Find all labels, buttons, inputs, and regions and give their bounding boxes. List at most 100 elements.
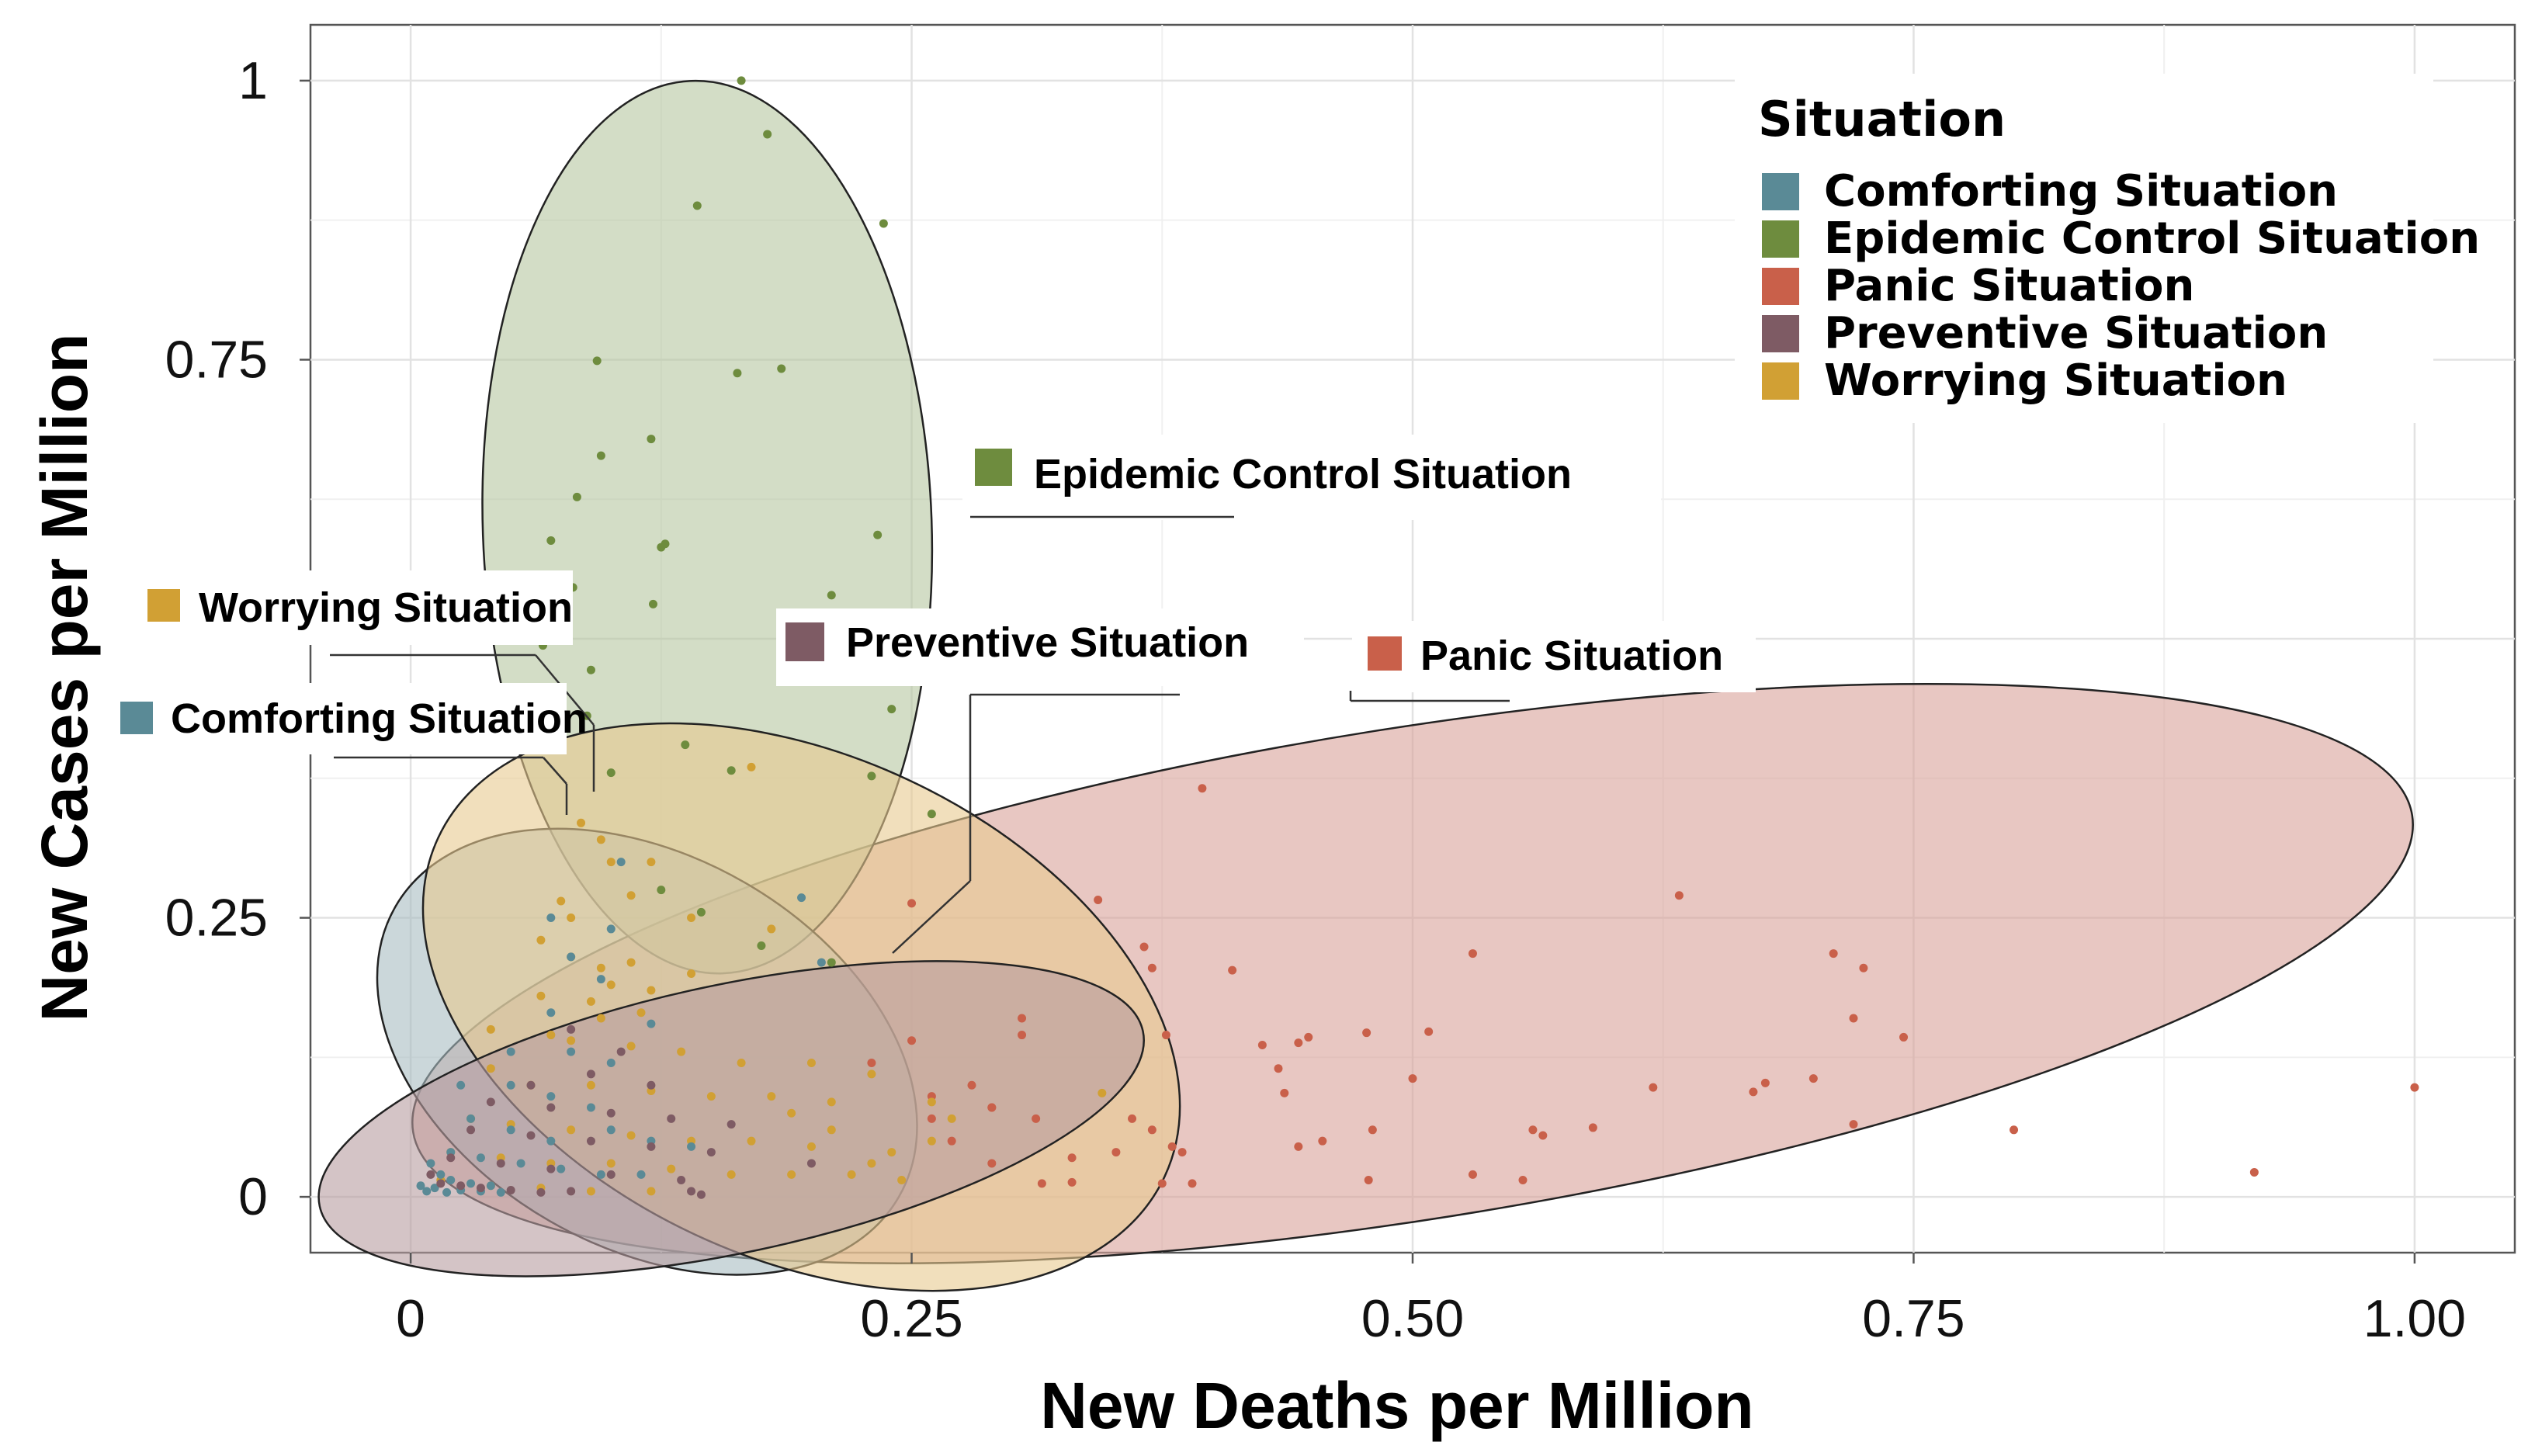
worrying-situation-point <box>606 980 616 990</box>
preventive-situation-point <box>526 1131 536 1140</box>
preventive-situation-point <box>456 1181 466 1191</box>
panic-situation-point <box>1274 1064 1283 1073</box>
comforting-situation-point <box>546 1092 556 1101</box>
panic-situation-point <box>1257 1040 1267 1049</box>
panic-situation-point <box>1468 949 1477 959</box>
comforting-situation-point <box>797 893 806 903</box>
panic-situation-point <box>1228 965 1237 975</box>
comforting-situation-point <box>466 1114 476 1123</box>
epidemic-control-situation-callout-label: Epidemic Control Situation <box>1034 451 1572 497</box>
preventive-situation-callout-swatch <box>785 622 824 661</box>
legend-entry-label: Epidemic Control Situation <box>1824 213 2480 264</box>
preventive-situation-point <box>586 1136 595 1146</box>
comforting-situation-point <box>496 1187 505 1197</box>
worrying-situation-point <box>636 1008 646 1017</box>
worrying-situation-point <box>557 896 566 906</box>
panic-situation-callout-label: Panic Situation <box>1420 633 1723 679</box>
comforting-situation-point <box>647 1019 656 1028</box>
comforting-situation-point <box>456 1080 466 1090</box>
worrying-situation-point <box>567 913 576 923</box>
worrying-situation-point <box>486 1064 495 1073</box>
worrying-situation-point <box>706 1092 716 1101</box>
epidemic-control-situation-point <box>661 539 670 549</box>
preventive-situation-point <box>706 1148 716 1157</box>
legend-swatch <box>1762 173 1799 210</box>
data-points <box>416 76 2419 1199</box>
preventive-situation-point <box>606 1108 616 1118</box>
panic-situation-point <box>1538 1131 1548 1140</box>
y-tick-label: 0 <box>238 1167 268 1226</box>
preventive-situation-point <box>586 1069 595 1079</box>
preventive-situation-point <box>677 1176 686 1185</box>
worrying-situation-point <box>536 991 546 1000</box>
comforting-situation-point <box>546 1136 556 1146</box>
comforting-situation-point <box>506 1125 515 1135</box>
panic-situation-point <box>967 1080 976 1090</box>
worrying-situation-point <box>726 1170 736 1179</box>
legend-swatch <box>1762 220 1799 258</box>
preventive-situation-point <box>546 1164 556 1173</box>
x-tick-label: 1.00 <box>2363 1289 2466 1348</box>
panic-situation-point <box>2010 1125 2019 1135</box>
panic-situation-point <box>927 1114 936 1123</box>
preventive-situation-point <box>496 1159 505 1168</box>
panic-situation-callout-swatch <box>1368 636 1402 671</box>
epidemic-control-situation-point <box>592 356 602 366</box>
comforting-situation-point <box>596 1170 605 1179</box>
x-tick-label: 0.75 <box>1862 1289 1964 1348</box>
panic-situation-point <box>1859 963 1868 972</box>
y-tick-label: 1 <box>238 51 268 110</box>
epidemic-control-situation-point <box>726 766 736 775</box>
epidemic-control-situation-point <box>572 492 581 501</box>
preventive-situation-callout-box <box>776 608 1304 686</box>
legend-swatch <box>1762 362 1799 400</box>
panic-situation-point <box>1760 1078 1770 1087</box>
y-tick-label: 0.75 <box>165 330 268 389</box>
legend-entry-label: Comforting Situation <box>1824 166 2338 217</box>
panic-situation-point <box>1157 1179 1167 1188</box>
axes: 0 0.25 0.50 0.75 1.00 0 0.25 0.75 1 New Deaths pe… <box>28 51 2466 1442</box>
worrying-situation-point <box>687 969 696 978</box>
panic-situation-point <box>1849 1120 1858 1129</box>
panic-situation-point <box>1067 1153 1077 1163</box>
panic-situation-point <box>987 1159 997 1168</box>
epidemic-control-situation-point <box>867 771 876 781</box>
comforting-situation-point <box>567 1047 576 1056</box>
comforting-situation-point <box>606 1125 616 1135</box>
comforting-situation-point <box>446 1176 456 1185</box>
preventive-situation-point <box>647 1080 656 1090</box>
preventive-situation-point <box>506 1185 515 1194</box>
worrying-situation-point <box>927 1136 936 1146</box>
legend-title: Situation <box>1758 91 2006 147</box>
comforting-situation-point <box>546 1008 556 1017</box>
comforting-situation-callout-leader <box>543 757 567 785</box>
epidemic-control-situation-point <box>733 369 742 378</box>
worrying-situation-point <box>586 1187 595 1196</box>
panic-situation-point <box>1128 1114 1137 1123</box>
panic-situation-point <box>1018 1014 1027 1023</box>
preventive-situation-point <box>436 1179 446 1188</box>
worrying-situation-point <box>787 1170 796 1179</box>
panic-situation-point <box>2249 1167 2259 1177</box>
panic-situation-point <box>1588 1123 1597 1132</box>
epidemic-control-situation-point <box>546 536 556 545</box>
panic-situation-point <box>1649 1083 1658 1092</box>
worrying-situation-point <box>667 1164 676 1173</box>
comforting-situation-point <box>442 1187 452 1197</box>
comforting-situation-point <box>546 913 556 923</box>
x-tick-label: 0.25 <box>860 1289 962 1348</box>
worrying-situation-point <box>647 986 656 995</box>
comforting-situation-point <box>476 1153 485 1163</box>
y-tick-label: 0.25 <box>165 889 268 948</box>
comforting-situation-point <box>586 1103 595 1112</box>
legend-swatch <box>1762 315 1799 352</box>
worrying-situation-point <box>827 1097 836 1107</box>
panic-situation-point <box>1094 896 1103 905</box>
comforting-situation-point <box>426 1159 435 1168</box>
worrying-situation-point <box>626 891 636 900</box>
panic-situation-point <box>1198 784 1207 793</box>
comforting-situation-callout-label: Comforting Situation <box>171 695 588 742</box>
preventive-situation-point <box>667 1114 676 1123</box>
